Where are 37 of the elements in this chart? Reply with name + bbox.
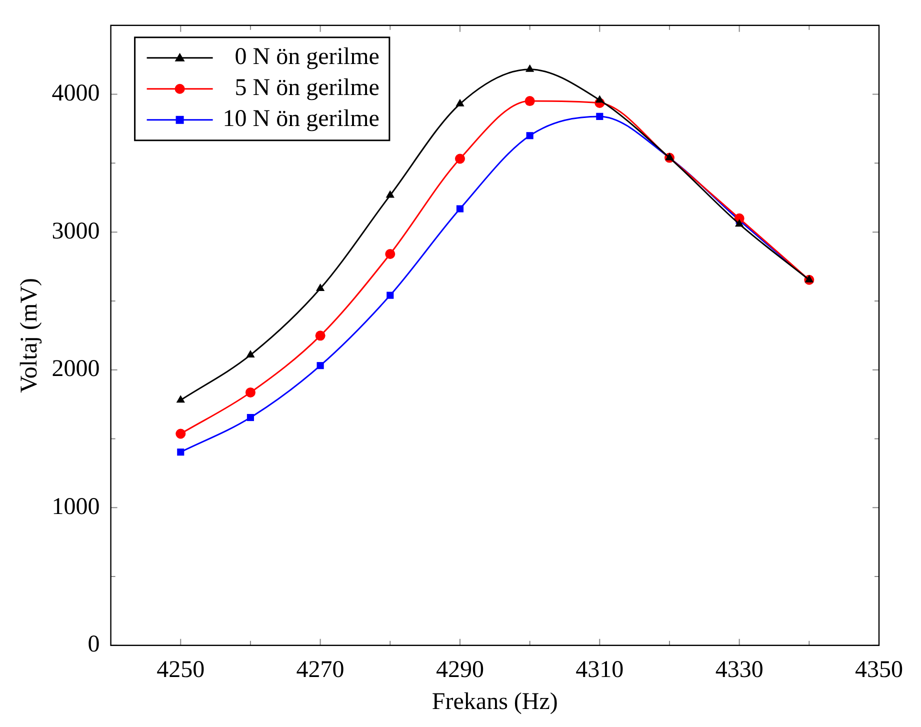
point (595, 95, 604, 103)
x-tick-label: 4310 (576, 657, 624, 684)
legend-label: 5 N ön gerilme (234, 75, 380, 102)
point (316, 284, 325, 292)
point (596, 112, 604, 120)
point (386, 292, 394, 299)
point (176, 395, 185, 403)
x-tick-label: 4290 (436, 657, 484, 684)
point (456, 98, 464, 106)
point (454, 154, 465, 164)
x-tick-label: 4250 (156, 657, 205, 684)
y-tick-label: 0 (88, 632, 100, 658)
point (246, 350, 255, 358)
point (456, 205, 464, 212)
point (315, 330, 326, 341)
point (524, 96, 535, 106)
point (246, 414, 254, 422)
point (316, 362, 324, 370)
y-tick-label: 4000 (52, 80, 100, 107)
point (176, 428, 186, 439)
x-tick-label: 4350 (855, 657, 903, 684)
y-tick-label: 1000 (52, 494, 100, 520)
point (245, 387, 256, 398)
point (385, 248, 396, 259)
point (177, 448, 184, 456)
legend-label: 0 N ön gerilme (234, 44, 380, 70)
point (734, 219, 744, 227)
x-tick-label: 4270 (296, 657, 344, 684)
y-tick-label: 3000 (52, 218, 100, 244)
x-axis-title: Frekans (Hz) (432, 688, 558, 715)
point (525, 64, 534, 72)
x-tick-label: 4330 (715, 657, 764, 684)
y-tick-label: 2000 (52, 356, 100, 382)
point (386, 190, 394, 198)
y-axis-title: Voltaj (mV) (16, 278, 43, 393)
point (526, 132, 534, 140)
legend-label: 10 N ön gerilme (222, 106, 380, 132)
